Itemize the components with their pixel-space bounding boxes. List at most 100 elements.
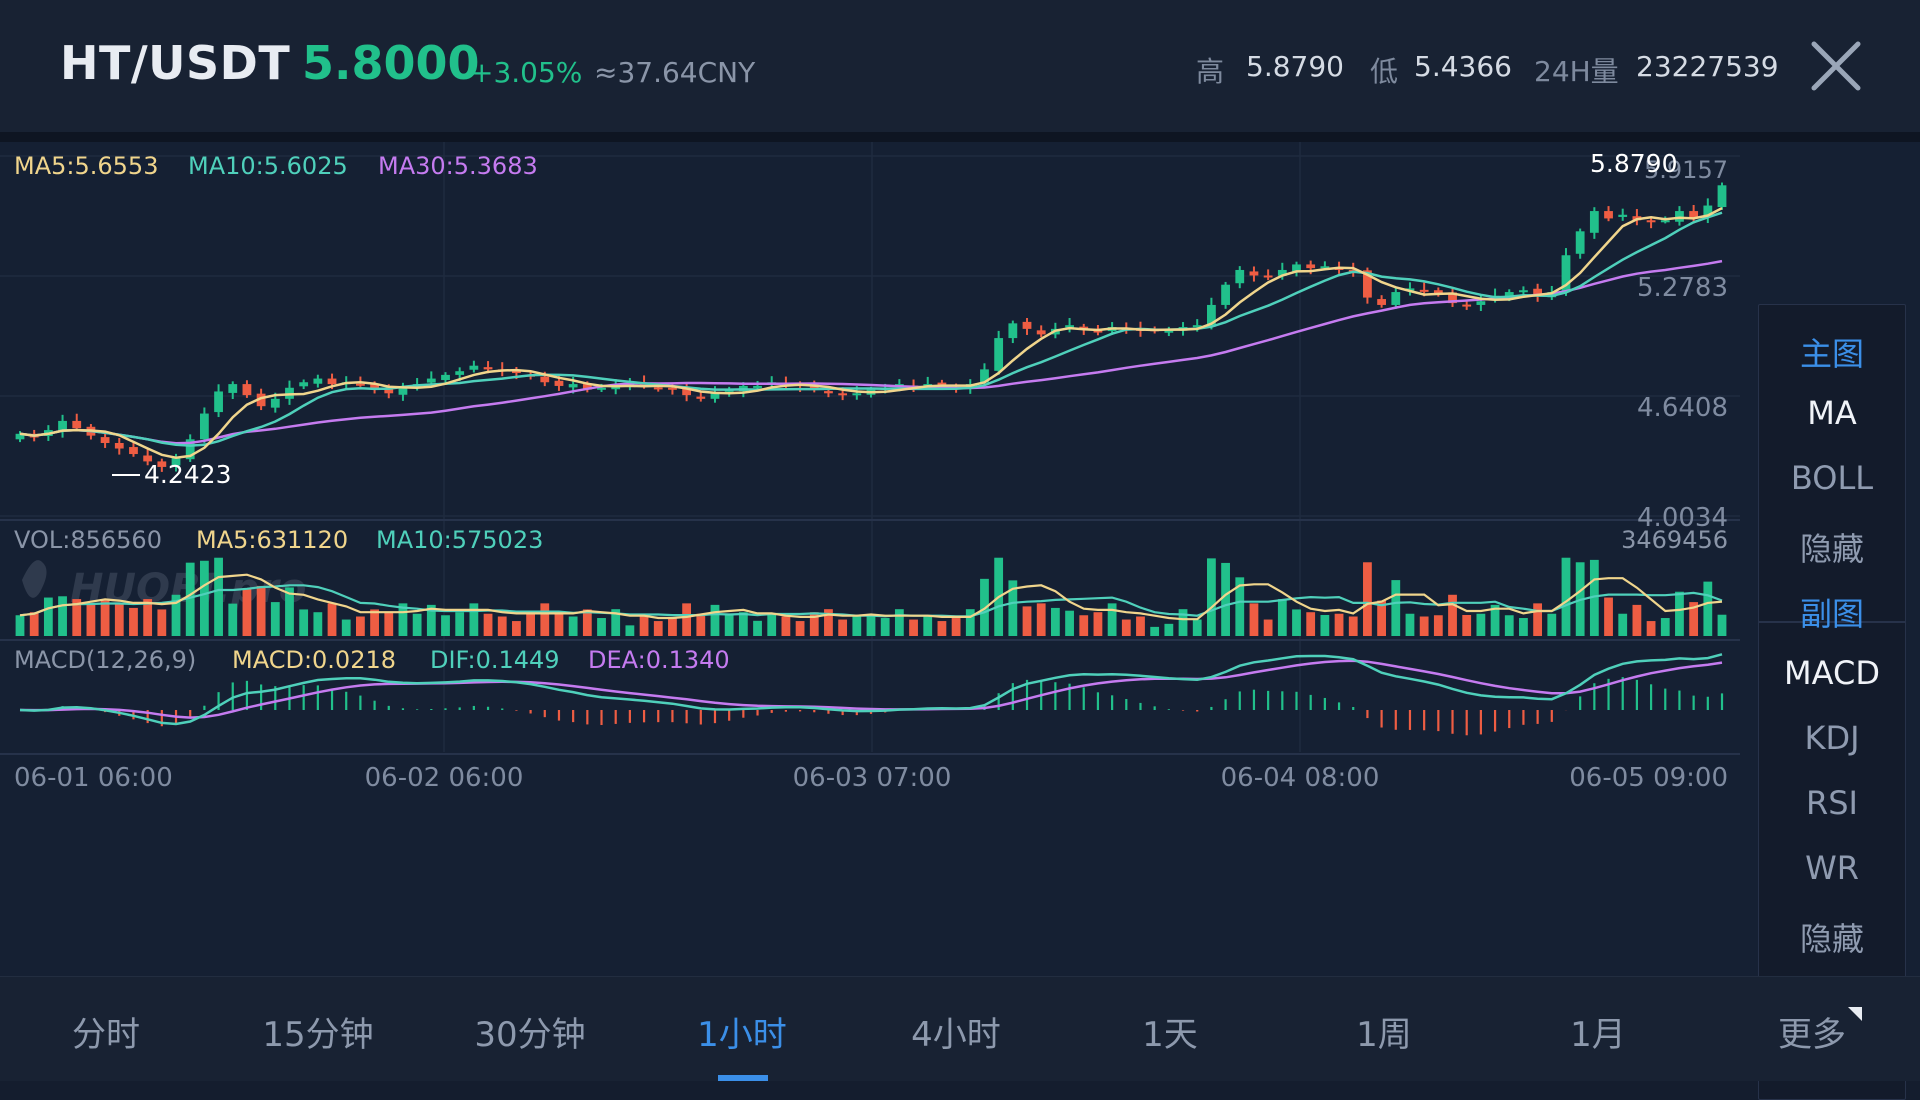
kline-chart[interactable]: HUOBI.pro MA5:5.6553 MA10:5.6025 MA30:5.… <box>0 142 1740 976</box>
tab-1month[interactable]: 1月 <box>1570 1015 1626 1055</box>
vol-legend-ma5: MA5:631120 <box>196 526 348 554</box>
candle-body <box>1036 330 1046 335</box>
candle-body <box>597 387 606 390</box>
kline-chart-area[interactable]: HUOBI.pro MA5:5.6553 MA10:5.6025 MA30:5.… <box>0 142 1920 1100</box>
close-icon[interactable] <box>1808 38 1864 94</box>
volume-bar <box>1646 621 1656 636</box>
vol-legend-ma10: MA10:575023 <box>376 526 543 554</box>
volume-bar <box>526 612 535 636</box>
tab-timeline[interactable]: 分时 <box>72 1015 140 1055</box>
tab-1day[interactable]: 1天 <box>1142 1015 1198 1055</box>
volume-bar <box>29 612 39 636</box>
volume-bar <box>441 615 450 636</box>
volume-bar <box>1703 581 1713 636</box>
volume-bar <box>1391 580 1401 636</box>
ma5-line <box>19 206 1723 459</box>
tab-1week[interactable]: 1周 <box>1356 1015 1412 1055</box>
volume-bar <box>554 613 564 636</box>
candle-body <box>114 442 124 449</box>
candle-body <box>171 457 181 466</box>
vol-ma5-line <box>19 573 1723 621</box>
volume-bar <box>625 625 635 636</box>
indicator-rsi[interactable]: RSI <box>1806 784 1858 822</box>
panel-divider <box>1759 621 1905 623</box>
ma30-line <box>19 259 1723 445</box>
volume-bar <box>1065 610 1074 636</box>
x-tick-label: 06-01 06:00 <box>14 763 173 793</box>
candle-body <box>1646 220 1656 223</box>
indicator-main-hide[interactable]: 隐藏 <box>1799 530 1864 568</box>
volume-bar <box>356 616 365 636</box>
volume-bar <box>1263 619 1273 636</box>
volume-bar <box>299 609 309 636</box>
candle-body <box>1008 323 1018 339</box>
candle-body <box>72 420 82 429</box>
candle-body <box>242 384 252 396</box>
volume-bar <box>242 588 252 636</box>
volume-bar <box>1589 559 1599 636</box>
candle-body <box>199 413 209 440</box>
indicator-sub-hide[interactable]: 隐藏 <box>1799 920 1864 958</box>
volume-bar <box>72 599 82 636</box>
candle-body <box>582 384 592 390</box>
tab-4hour[interactable]: 4小时 <box>911 1015 1001 1055</box>
volume-bar <box>469 603 479 636</box>
indicator-kdj[interactable]: KDJ <box>1804 719 1860 757</box>
indicator-panel: 主图 MA BOLL 隐藏 副图 MACD KDJ RSI WR 隐藏 <box>1758 304 1906 1100</box>
volume-bar <box>682 603 692 636</box>
candle-body <box>1391 292 1401 305</box>
volume-label: 24H量 <box>1534 55 1619 88</box>
volume-value: 23227539 <box>1636 50 1779 83</box>
candle-body <box>185 439 195 460</box>
volume-bar <box>781 616 791 636</box>
candle-body <box>1717 185 1727 208</box>
volume-bar <box>639 616 649 636</box>
volume-bar <box>951 618 961 636</box>
low-label: 低 <box>1370 55 1399 88</box>
volume-bar <box>1207 558 1216 636</box>
volume-bar <box>15 615 25 636</box>
ma10-line <box>19 211 1723 447</box>
indicator-boll[interactable]: BOLL <box>1790 459 1874 497</box>
candle-body <box>838 393 848 396</box>
candle-body <box>256 393 266 407</box>
cny-price: ≈37.64CNY <box>594 56 756 89</box>
tab-30min[interactable]: 30分钟 <box>474 1015 586 1055</box>
dea-line <box>19 659 1723 719</box>
volume-bar <box>753 620 762 636</box>
candle-body <box>1533 288 1543 296</box>
legend-ma30: MA30:5.3683 <box>378 152 538 180</box>
sub-chart-title: 副图 <box>1799 595 1864 633</box>
candle-body <box>1462 304 1472 307</box>
indicator-macd[interactable]: MACD <box>1784 654 1880 692</box>
candle-body <box>129 447 138 455</box>
candle-body <box>270 398 280 408</box>
candle-body <box>1192 325 1202 328</box>
volume-bar <box>1079 615 1089 636</box>
volume-bar <box>1533 603 1543 636</box>
candle-body <box>753 385 762 388</box>
indicator-ma[interactable]: MA <box>1807 394 1857 432</box>
candle-body <box>1433 290 1443 294</box>
macd-value: MACD:0.0218 <box>232 646 396 674</box>
candle-body <box>994 338 1004 371</box>
volume-bar <box>795 621 805 636</box>
candle-body <box>100 437 110 443</box>
tab-15min[interactable]: 15分钟 <box>262 1015 374 1055</box>
volume-ma-lines <box>19 573 1723 621</box>
candle-body <box>469 365 479 370</box>
candle-body <box>157 461 167 467</box>
candle-body <box>653 387 663 390</box>
candle-body <box>327 378 337 385</box>
indicator-wr[interactable]: WR <box>1805 849 1859 887</box>
pair-name: HT/USDT <box>60 36 291 90</box>
tab-more[interactable]: 更多 <box>1778 1015 1846 1055</box>
tab-1hour[interactable]: 1小时 <box>697 1015 787 1055</box>
candle-body <box>370 384 379 390</box>
volume-bar <box>285 587 294 636</box>
candle-body <box>682 388 692 396</box>
volume-bar <box>143 599 153 636</box>
volume-bar <box>738 612 748 636</box>
price-change: +3.05% <box>470 56 583 89</box>
vol-legend: VOL:856560 <box>14 526 162 554</box>
